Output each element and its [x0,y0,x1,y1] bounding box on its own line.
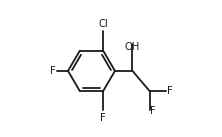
Text: F: F [100,113,106,123]
Text: F: F [167,86,173,96]
Text: F: F [50,66,56,76]
Text: OH: OH [125,42,140,52]
Text: Cl: Cl [98,19,108,29]
Text: F: F [150,106,156,116]
